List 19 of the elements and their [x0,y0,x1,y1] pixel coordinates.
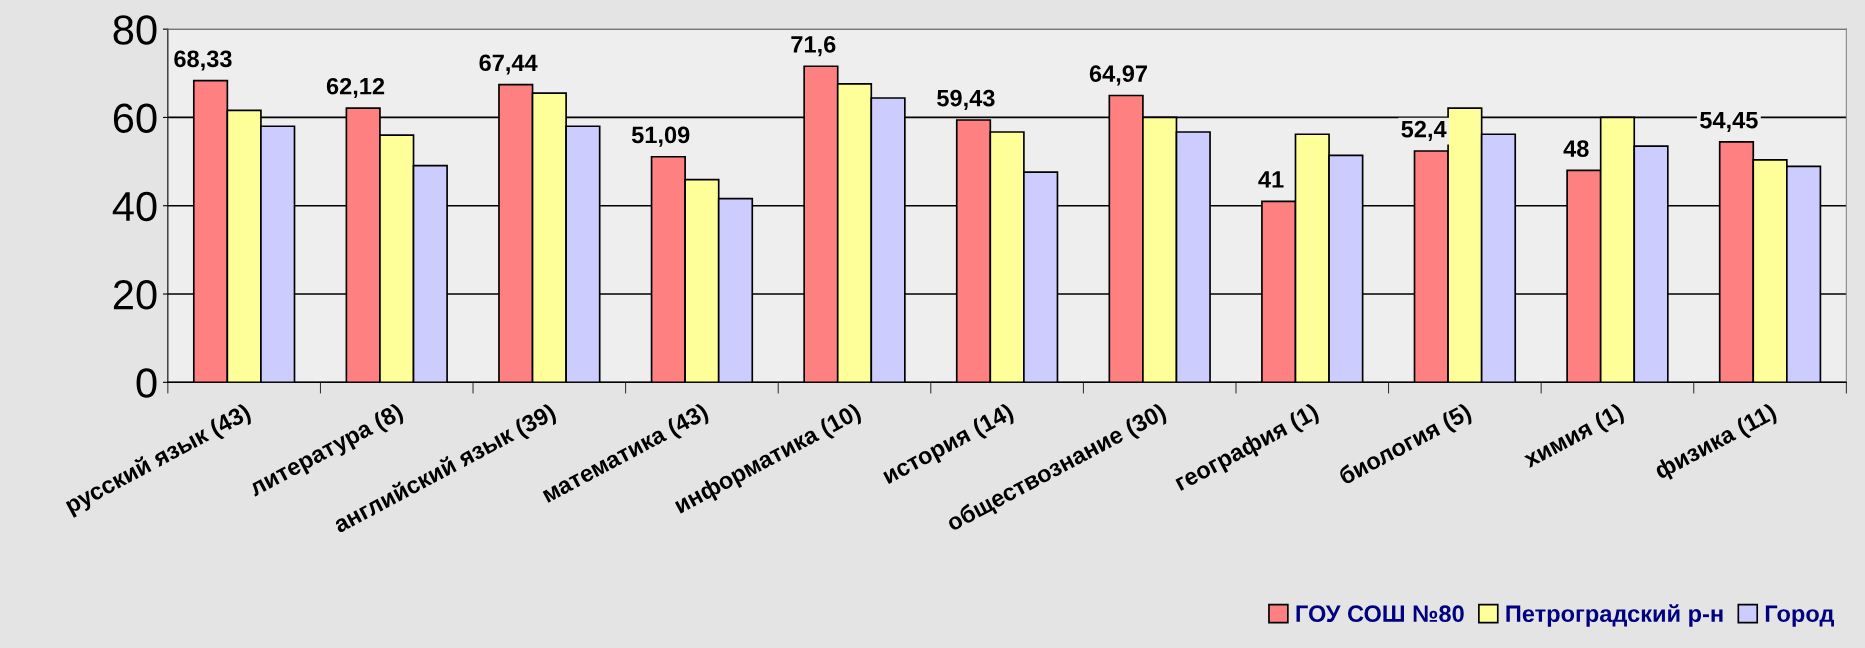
data-label: 54,45 [1700,111,1758,132]
y-tick-label: 60 [113,103,157,133]
data-label: 68,33 [174,50,232,71]
y-tick-label: 20 [113,280,157,310]
y-tick-label: 40 [112,191,157,222]
data-label: 67,44 [479,54,538,75]
y-tick-label: 80 [113,15,157,45]
data-label: 59,43 [937,89,995,110]
data-label: 52,4 [1401,120,1447,141]
legend-label: ГОУ СОШ №80 [1296,605,1464,623]
legend-label: Петроградский р-н [1506,604,1723,627]
data-label: 51,09 [631,126,690,147]
data-label: 62,12 [326,77,385,99]
data-label: 48 [1563,140,1589,157]
legend-label: Город [1765,605,1834,627]
y-tick-label: 0 [136,368,157,398]
data-label: 64,97 [1089,65,1147,86]
data-label: 41 [1258,171,1284,188]
data-label: 71,6 [791,36,836,57]
